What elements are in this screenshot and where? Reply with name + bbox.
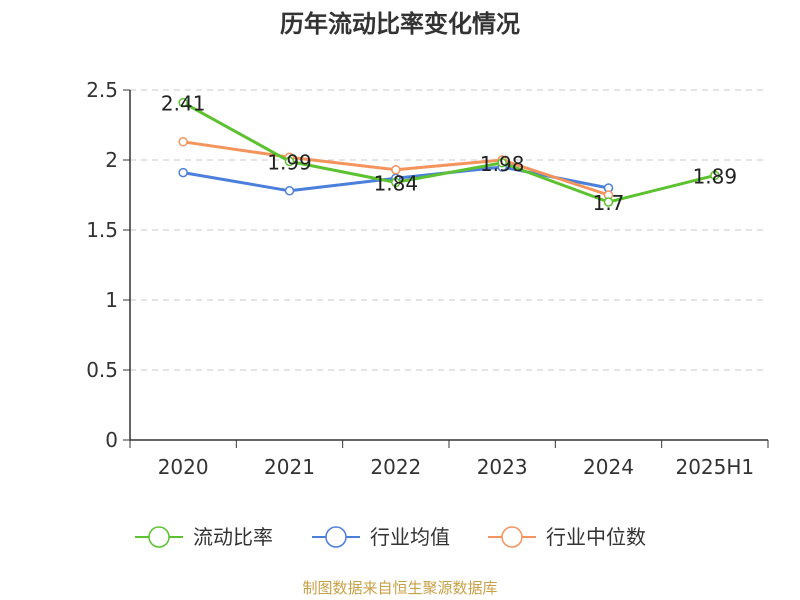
data-point [178,167,188,178]
legend-item: 行业中位数 [488,525,646,549]
data-labels: 2.41 1.99 1.84 1.98 1.7 1.89 [161,92,737,215]
x-tick-label: 2023 [477,455,528,479]
x-axis-tick-labels: 2020 2021 2022 2023 2024 2025H1 [158,455,754,479]
x-tick-label: 2020 [158,455,209,479]
data-point [178,137,188,147]
legend-swatch-marker [325,526,347,548]
data-source-note: 制图数据来自恒生聚源数据库 [302,579,497,597]
y-axis-tick-labels: 0 0.5 1 1.5 2 2.5 [86,78,118,452]
grid-lines [130,89,768,371]
chart-title: 历年流动比率变化情况 [280,10,520,38]
x-tick-label: 2025H1 [675,455,754,479]
legend-label: 行业均值 [370,525,450,549]
y-tick-label: 2.5 [86,78,118,102]
data-label: 2.41 [161,92,206,116]
data-label: 1.99 [267,150,312,174]
x-tick-label: 2022 [370,455,421,479]
series-line [182,101,716,204]
y-tick-label: 1.5 [86,218,118,242]
legend-label: 行业中位数 [546,525,646,549]
data-point [710,170,720,181]
y-tick-label: 1 [105,288,118,312]
data-label: 1.84 [374,171,419,195]
data-point [284,156,295,167]
series-lines [178,97,720,207]
legend-label: 流动比率 [193,525,273,549]
legend-item: 行业均值 [312,525,450,549]
data-label: 1.98 [480,152,525,176]
legend-item: 流动比率 [135,525,273,549]
legend: 流动比率 行业均值 行业中位数 [135,525,646,549]
data-label: 1.7 [593,191,625,215]
y-tick-label: 2 [105,148,118,172]
y-tick-label: 0.5 [86,358,118,382]
x-tick-label: 2021 [264,455,315,479]
legend-swatch-marker [148,526,170,548]
data-point [497,158,507,168]
data-point [603,197,614,207]
data-point [391,177,401,188]
axes [123,89,769,448]
data-point [178,97,188,108]
data-label: 1.89 [693,164,738,188]
y-tick-label: 0 [105,428,118,452]
data-point [391,165,401,175]
x-tick-label: 2024 [583,455,634,479]
legend-swatch-marker [501,526,523,548]
data-point [284,186,295,196]
series-0 [178,97,720,207]
